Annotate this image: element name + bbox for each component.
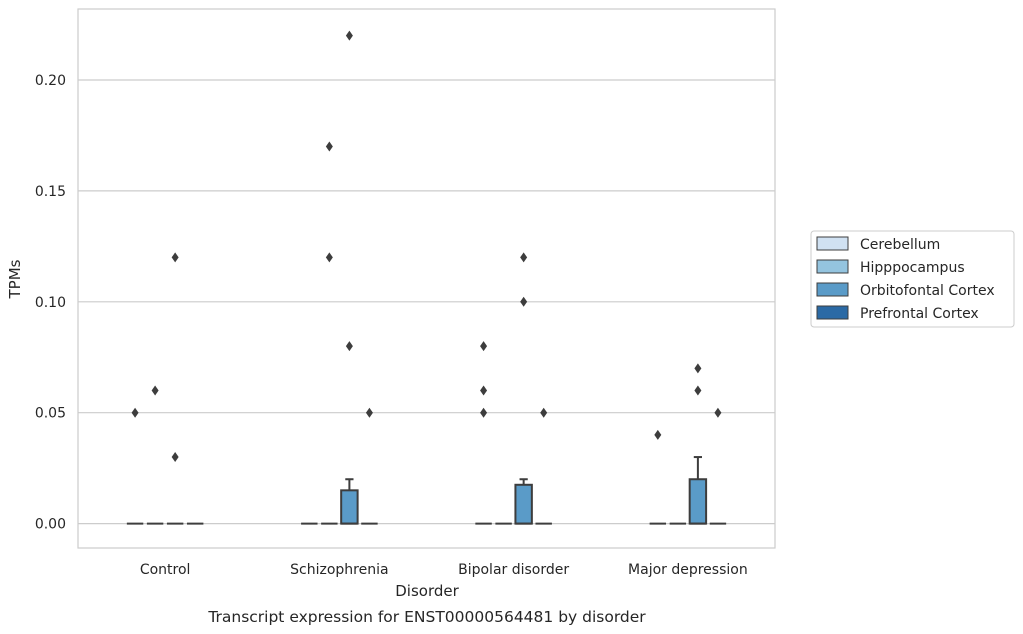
legend-label: Orbitofontal Cortex (860, 283, 995, 299)
box-body (688, 478, 708, 525)
box-group (475, 341, 492, 525)
box-group (166, 252, 184, 525)
legend-label: Prefrontal Cortex (860, 306, 979, 322)
box-group (649, 429, 667, 525)
box-group (126, 407, 144, 525)
outlier-point (345, 30, 353, 41)
outlier-point (694, 385, 702, 396)
y-tick-label: 0.15 (35, 184, 66, 200)
box-series (126, 30, 727, 525)
outlier-point (171, 452, 179, 463)
legend-item: Orbitofontal Cortex (816, 282, 995, 299)
outlier-point (480, 407, 488, 418)
legend-item: Hipppocampus (816, 259, 965, 276)
legend-item: Prefrontal Cortex (816, 305, 979, 322)
legend-label: Hipppocampus (860, 260, 965, 276)
box-group (709, 407, 727, 525)
outlier-point (520, 252, 528, 263)
box-group (361, 407, 378, 525)
box-group (321, 141, 338, 525)
grid-lines (78, 79, 775, 525)
chart-caption: Transcript expression for ENST0000056448… (207, 608, 646, 626)
legend-frame (810, 230, 1015, 328)
box-group (514, 252, 533, 525)
box-group (146, 385, 164, 525)
outlier-point (345, 341, 353, 352)
legend-swatch (816, 282, 849, 297)
box-body (340, 489, 359, 525)
legend-swatch (816, 305, 849, 320)
outlier-point (520, 296, 528, 307)
y-tick-label: 0.00 (35, 517, 66, 533)
outlier-point (714, 407, 722, 418)
x-tick-label: Control (140, 562, 191, 578)
outlier-point (171, 252, 179, 263)
outlier-point (131, 407, 139, 418)
y-tick-label: 0.05 (35, 406, 66, 422)
legend-swatch (816, 259, 849, 274)
outlier-point (480, 341, 488, 352)
x-tick-label: Bipolar disorder (458, 562, 569, 578)
legend-label: Cerebellum (860, 237, 940, 253)
outlier-point (480, 385, 488, 396)
box-group (688, 363, 708, 525)
plot-area-frame (77, 8, 776, 549)
x-axis-ticks: Control Schizophrenia Bipolar disorder Majo… (140, 562, 748, 578)
outlier-point (654, 429, 662, 440)
y-tick-label: 0.20 (35, 73, 66, 89)
legend-item: Cerebellum (816, 236, 940, 253)
outlier-point (151, 385, 159, 396)
x-tick-label: Schizophrenia (290, 562, 388, 578)
y-axis-label: TPMs (6, 259, 24, 299)
outlier-point (365, 407, 373, 418)
x-axis-label: Disorder (395, 582, 459, 600)
box-group (340, 30, 359, 525)
box-body (514, 483, 533, 525)
y-axis-ticks: 0.00 0.05 0.10 0.15 0.20 (35, 73, 66, 533)
legend-swatch (816, 236, 849, 251)
outlier-point (694, 363, 702, 374)
outlier-point (325, 141, 333, 152)
box-group (535, 407, 552, 525)
y-tick-label: 0.10 (35, 295, 66, 311)
legend: Cerebellum Hipppocampus Orbitofontal Corte… (810, 230, 1015, 328)
outlier-point (325, 252, 333, 263)
x-tick-label: Major depression (628, 562, 748, 578)
outlier-point (540, 407, 548, 418)
